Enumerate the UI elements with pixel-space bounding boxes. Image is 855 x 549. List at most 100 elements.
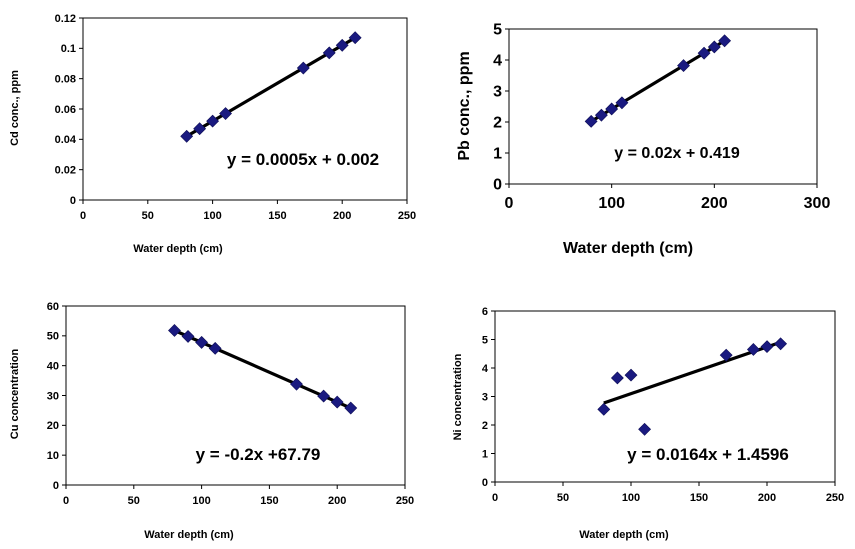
y-tick-label: 0.06 xyxy=(55,104,76,116)
data-point-6 xyxy=(322,46,336,60)
trendline-equation: y = 0.02x + 0.419 xyxy=(614,145,740,162)
data-point-4 xyxy=(615,96,629,110)
y-tick-label: 1 xyxy=(493,146,502,163)
y-axis-label: Pb conc., ppm xyxy=(456,51,473,160)
y-tick-label: 5 xyxy=(493,22,502,39)
data-point-2 xyxy=(193,122,207,136)
y-tick-label: 30 xyxy=(47,390,59,402)
y-tick-label: 0.08 xyxy=(55,74,76,86)
y-tick-label: 4 xyxy=(493,53,502,70)
x-tick-label: 50 xyxy=(128,495,140,507)
x-tick-label: 100 xyxy=(203,210,221,222)
trendline-equation: y = -0.2x +67.79 xyxy=(196,445,321,464)
y-tick-label: 0.04 xyxy=(55,134,77,146)
data-point-3 xyxy=(206,114,220,128)
y-tick-label: 20 xyxy=(47,420,59,432)
y-axis-label: Cu concentration xyxy=(9,348,21,439)
data-point-5 xyxy=(719,348,733,362)
x-tick-label: 100 xyxy=(192,495,210,507)
x-tick-label: 50 xyxy=(557,492,569,504)
data-point-1 xyxy=(584,114,598,128)
x-axis-label: Water depth (cm) xyxy=(133,243,223,255)
y-tick-label: 0 xyxy=(53,480,59,492)
x-tick-label: 100 xyxy=(598,195,625,212)
x-tick-label: 100 xyxy=(622,492,640,504)
y-tick-label: 1 xyxy=(482,448,488,460)
x-axis-label: Water depth (cm) xyxy=(579,529,669,541)
y-tick-label: 2 xyxy=(482,420,488,432)
data-point-7 xyxy=(330,395,344,409)
plot-area xyxy=(82,17,408,201)
trendline-equation: y = 0.0005x + 0.002 xyxy=(227,150,379,169)
chart-1: 0 0.02 0.04 0.06 0.08 0.1 0.12 0 50 100 150 200 250 W… xyxy=(9,13,416,255)
y-tick-label: 3 xyxy=(482,391,488,403)
chart-4: 0 1 2 3 4 5 6 0 50 100 150 200 250 Water depth (cm) Ni… xyxy=(452,306,844,541)
x-axis-label: Water depth (cm) xyxy=(144,529,234,541)
data-point-2 xyxy=(181,330,195,343)
x-tick-label: 250 xyxy=(826,492,844,504)
data-point-2 xyxy=(610,371,624,385)
y-axis-label: Ni concentration xyxy=(452,353,464,440)
x-tick-label: 250 xyxy=(396,495,414,507)
x-tick-label: 300 xyxy=(804,195,831,212)
data-point-6 xyxy=(746,343,760,356)
y-tick-label: 2 xyxy=(493,115,502,132)
data-point-6 xyxy=(697,46,711,60)
x-tick-label: 200 xyxy=(758,492,776,504)
y-tick-label: 0.12 xyxy=(55,13,76,25)
data-point-5 xyxy=(296,61,310,75)
y-tick-label: 60 xyxy=(47,301,59,313)
x-tick-label: 200 xyxy=(701,195,728,212)
x-tick-label: 150 xyxy=(268,210,286,222)
y-tick-label: 0 xyxy=(70,195,76,207)
x-tick-label: 200 xyxy=(333,210,351,222)
y-tick-label: 40 xyxy=(47,361,59,373)
x-tick-label: 150 xyxy=(260,495,278,507)
data-point-1 xyxy=(180,129,194,143)
data-point-6 xyxy=(317,389,331,403)
data-point-5 xyxy=(677,59,690,73)
data-point-1 xyxy=(168,324,181,337)
data-point-5 xyxy=(290,377,303,391)
plot-area xyxy=(508,28,818,185)
data-point-1 xyxy=(597,402,611,416)
x-tick-label: 150 xyxy=(690,492,708,504)
chart-2: 0 1 2 3 4 5 0 100 200 300 Water depth (cm) Pb conc.… xyxy=(456,22,830,257)
y-tick-label: 5 xyxy=(482,334,488,346)
x-tick-label: 0 xyxy=(63,495,69,507)
y-tick-label: 3 xyxy=(493,84,502,101)
y-tick-label: 50 xyxy=(47,331,59,343)
data-point-3 xyxy=(605,102,619,116)
data-point-2 xyxy=(594,108,608,122)
data-point-8 xyxy=(344,401,358,415)
data-point-8 xyxy=(774,337,788,351)
data-point-4 xyxy=(208,341,222,355)
data-point-4 xyxy=(219,107,232,120)
data-point-3 xyxy=(195,335,209,349)
y-axis-label: Cd conc., ppm xyxy=(9,70,21,146)
y-tick-label: 4 xyxy=(482,363,489,375)
data-point-3 xyxy=(624,368,638,382)
y-tick-label: 10 xyxy=(47,450,59,462)
x-tick-label: 50 xyxy=(142,210,154,222)
chart-3: 0 10 20 30 40 50 60 0 50 100 150 200 250 Water depth … xyxy=(9,301,414,541)
x-axis-label: Water depth (cm) xyxy=(563,240,693,257)
trendline-equation: y = 0.0164x + 1.4596 xyxy=(627,445,789,464)
data-point-8 xyxy=(348,31,362,45)
y-tick-label: 0 xyxy=(493,177,502,194)
y-tick-label: 0 xyxy=(482,477,488,489)
data-point-7 xyxy=(707,40,721,54)
y-tick-label: 6 xyxy=(482,306,488,318)
y-tick-label: 0.02 xyxy=(55,165,76,177)
data-point-8 xyxy=(718,34,732,48)
x-tick-label: 0 xyxy=(80,210,86,222)
data-point-7 xyxy=(760,340,774,354)
x-tick-label: 250 xyxy=(398,210,416,222)
data-point-4 xyxy=(638,422,652,436)
x-tick-label: 0 xyxy=(505,195,514,212)
x-tick-label: 200 xyxy=(328,495,346,507)
data-point-7 xyxy=(335,38,349,52)
y-tick-label: 0.1 xyxy=(61,43,76,55)
